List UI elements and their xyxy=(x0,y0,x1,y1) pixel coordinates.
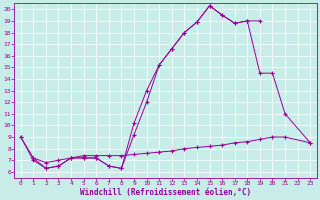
X-axis label: Windchill (Refroidissement éolien,°C): Windchill (Refroidissement éolien,°C) xyxy=(80,188,251,197)
